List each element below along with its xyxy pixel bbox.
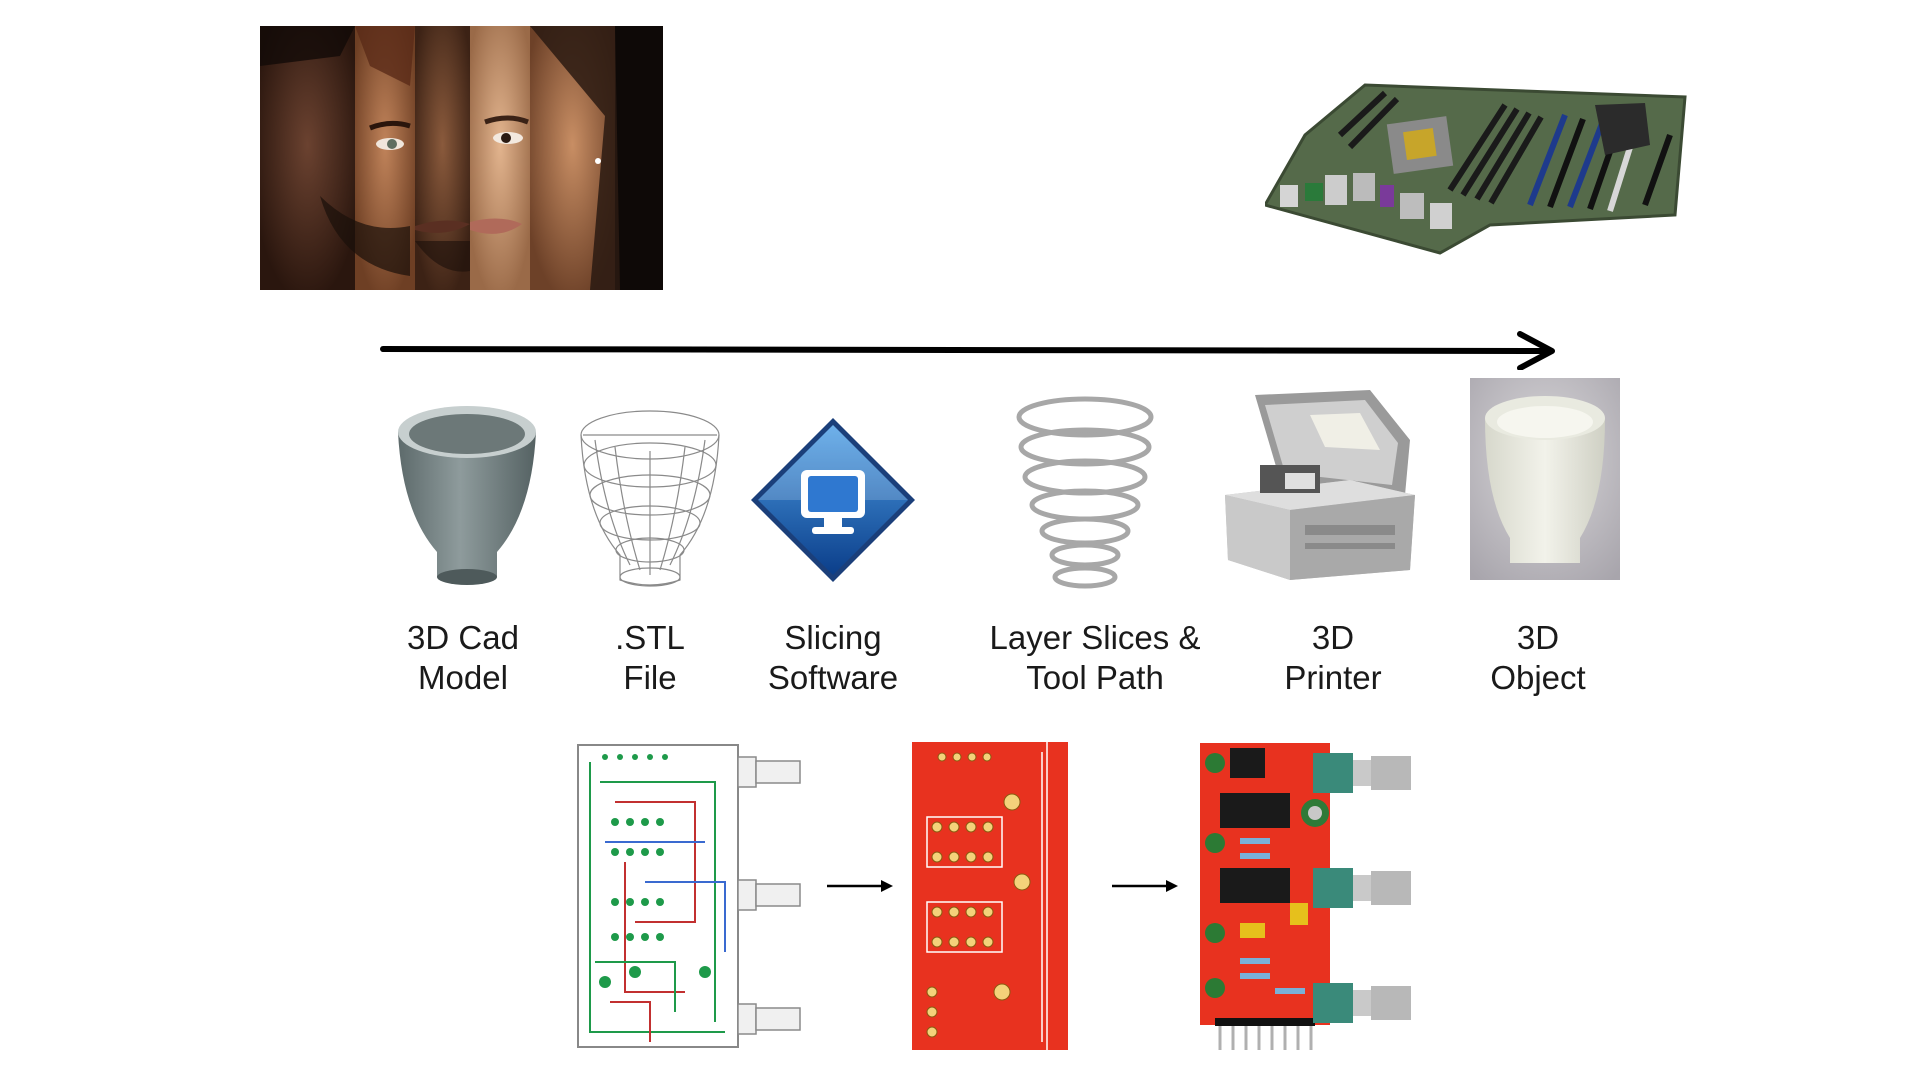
pcb-step-arrow-1 bbox=[825, 876, 895, 896]
process-direction-arrow bbox=[380, 330, 1560, 370]
step-label-layers: Layer Slices & Tool Path bbox=[989, 619, 1201, 696]
step-label-object: 3D Object bbox=[1490, 619, 1586, 696]
layer-rings-icon bbox=[1010, 395, 1160, 595]
cad-model-cup-icon bbox=[392, 402, 542, 592]
pcb-layout-drawing bbox=[575, 742, 805, 1050]
pcb-step-arrow-2 bbox=[1110, 876, 1180, 896]
motherboard-photo bbox=[1265, 75, 1693, 260]
step-label-printer: 3D Printer bbox=[1284, 619, 1382, 696]
slicing-software-diamond-icon bbox=[748, 415, 918, 585]
step-label-slicing: Slicing Software bbox=[767, 619, 899, 696]
stl-wireframe-cup-icon bbox=[575, 405, 725, 595]
3d-printer-icon bbox=[1220, 385, 1420, 585]
bare-red-pcb bbox=[912, 742, 1068, 1050]
step-label-cad: 3D Cad Model bbox=[407, 619, 519, 696]
step-label-stl: .STL File bbox=[615, 619, 685, 696]
printed-cup-photo bbox=[1470, 378, 1620, 580]
assembled-pcb-photo bbox=[1195, 738, 1420, 1056]
diverse-faces-photo bbox=[260, 26, 663, 290]
